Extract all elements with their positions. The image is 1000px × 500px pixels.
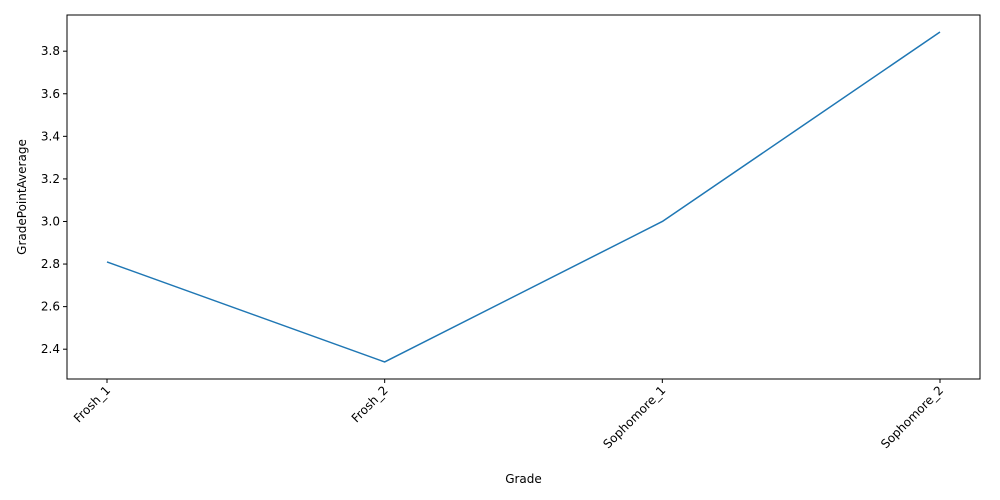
y-tick-label: 2.6 <box>41 300 60 314</box>
x-axis-label: Grade <box>505 472 542 486</box>
x-tick-label: Frosh_1 <box>71 383 113 425</box>
x-axis-ticks: Frosh_1 Frosh_2 Sophomore_1 Sophomore_2 <box>71 379 946 451</box>
y-tick-label: 3.4 <box>41 129 60 143</box>
series-layer <box>106 31 941 363</box>
y-axis-ticks: 2.4 2.6 2.8 3.0 3.2 3.4 3.6 3.8 <box>41 44 67 356</box>
y-tick-label: 3.6 <box>41 87 60 101</box>
y-tick-label: 3.0 <box>41 214 60 228</box>
y-tick-label: 2.4 <box>41 342 60 356</box>
y-tick-label: 3.8 <box>41 44 60 58</box>
plot-frame <box>66 14 981 380</box>
y-tick-label: 2.8 <box>41 257 60 271</box>
y-axis-label: GradePointAverage <box>15 139 29 255</box>
plot-area <box>67 15 980 379</box>
x-tick-label: Sophomore_1 <box>600 383 668 451</box>
y-tick-label: 3.2 <box>41 172 60 186</box>
x-tick-label: Sophomore_2 <box>878 383 946 451</box>
series-line <box>106 31 941 363</box>
x-tick-label: Frosh_2 <box>349 383 391 425</box>
